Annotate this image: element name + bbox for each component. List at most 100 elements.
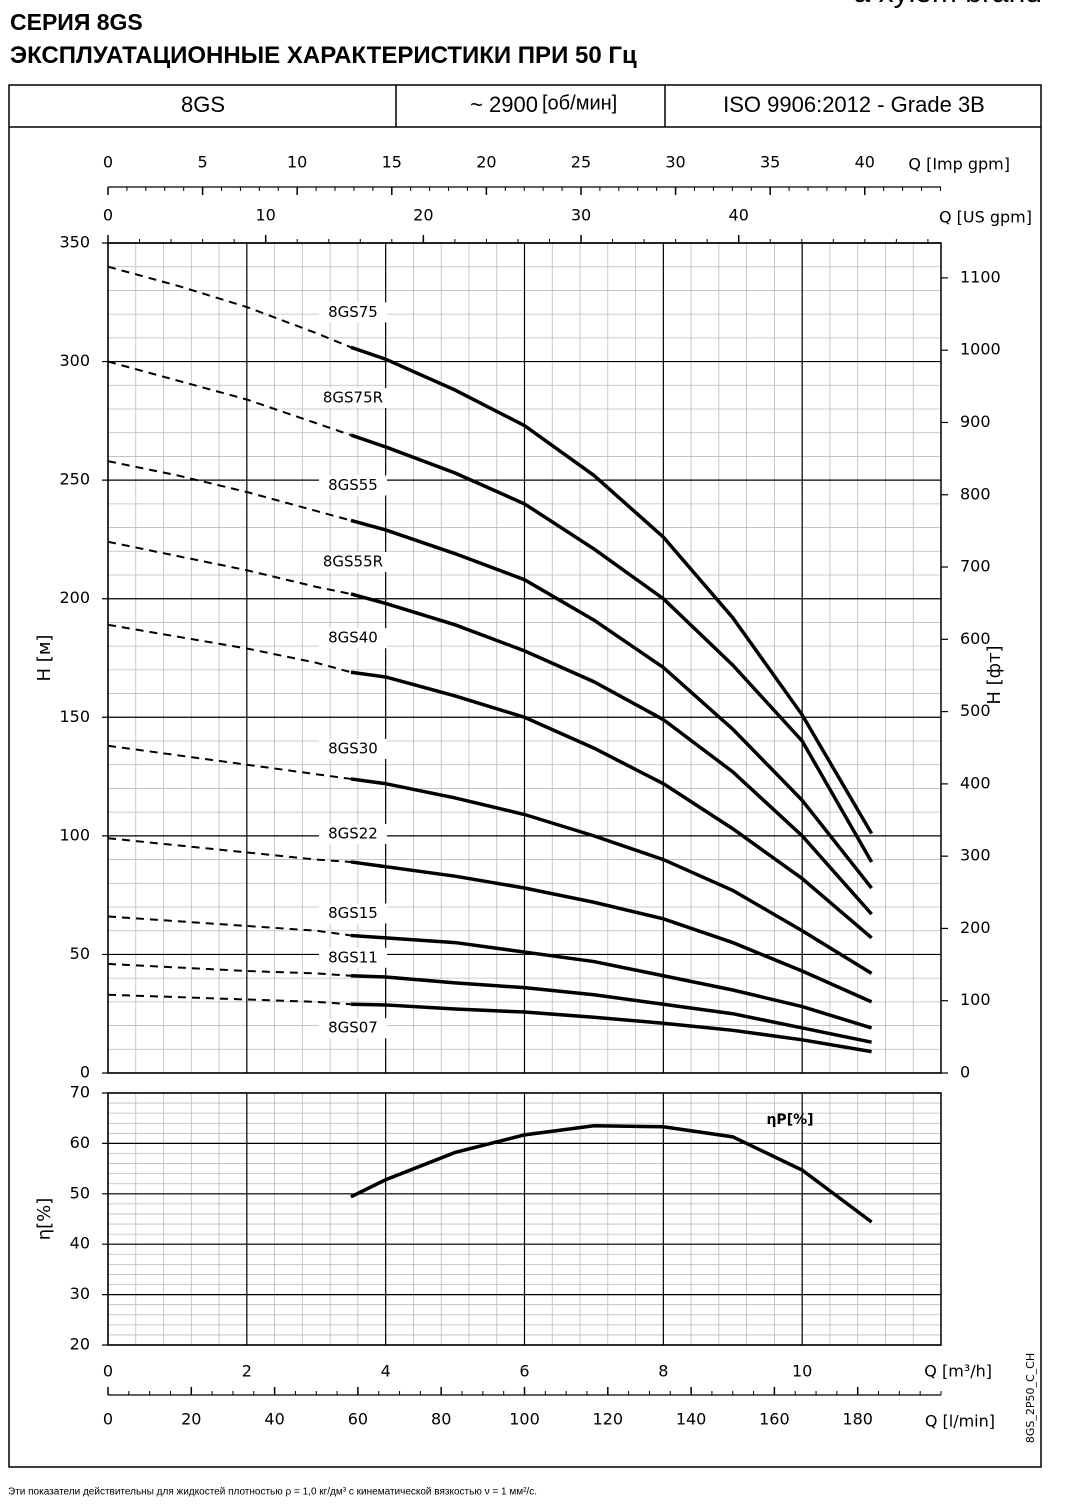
secondary-tick-label: 15 (382, 153, 402, 172)
label-bg (318, 302, 387, 323)
label-bg (318, 903, 387, 924)
secondary-tick-label: 20 (413, 206, 433, 225)
y-tick-label: 200 (59, 588, 90, 607)
frame (8, 84, 1042, 1468)
y-tick-label: 350 (59, 233, 90, 252)
secondary-tick-label: 35 (760, 153, 780, 172)
y2-tick-label: 300 (960, 846, 991, 865)
curve (350, 974, 872, 1044)
series-label: 8GS75 (328, 303, 378, 321)
y2-tick-label: 100 (960, 990, 991, 1009)
curve-dashed (107, 993, 352, 1006)
secondary-tick-label: 0 (103, 206, 113, 225)
y-axis-label: H [м] (34, 635, 55, 682)
secondary-tick-label: 30 (665, 153, 685, 172)
secondary-tick-label: 25 (571, 153, 591, 172)
curve (350, 518, 873, 890)
curve (350, 777, 873, 975)
series-label: 8GS55 (328, 476, 378, 494)
curve-dashed (107, 744, 352, 780)
secondary-tick-label: 40 (264, 1410, 284, 1429)
x-tick-label: 4 (381, 1362, 391, 1381)
secondary-tick-label: 10 (287, 153, 307, 172)
plot-frame (107, 1092, 942, 1346)
curve-dashed (107, 915, 352, 937)
secondary-tick-label: 160 (759, 1410, 790, 1429)
secondary-tick-label: 140 (676, 1410, 707, 1429)
y-axis-label: η[%] (34, 1198, 55, 1241)
x-tick-label: 6 (519, 1362, 529, 1381)
series-label: 8GS40 (328, 629, 378, 647)
label-bg (318, 947, 387, 968)
y2-tick-label: 500 (960, 701, 991, 720)
series-label: 8GS30 (328, 739, 378, 757)
curve (350, 1124, 873, 1224)
label-bg (318, 388, 387, 409)
secondary-tick-label: 40 (729, 206, 749, 225)
label-bg (318, 475, 387, 496)
x-tick-label: 10 (792, 1362, 812, 1381)
doc-code: 8GS_2P50_C_CH (1024, 1353, 1037, 1443)
y-tick-label: 20 (70, 1335, 90, 1354)
secondary-tick-label: 100 (509, 1410, 540, 1429)
secondary-axis-label: Q [Imp gpm] (908, 155, 1010, 174)
x-tick-label: 0 (103, 1362, 113, 1381)
curve-dashed (107, 623, 352, 674)
x-axis-label: Q [m³/h] (924, 1362, 992, 1381)
curve-dashed (107, 962, 352, 977)
y-tick-label: 30 (70, 1284, 90, 1303)
footnote: Эти показатели действительны для жидкост… (8, 1487, 537, 1498)
label-bg (318, 628, 387, 649)
y-tick-label: 60 (70, 1133, 90, 1152)
curve (350, 933, 873, 1030)
y-tick-label: 100 (59, 825, 90, 844)
secondary-tick-label: 10 (255, 206, 275, 225)
y2-tick-label: 800 (960, 484, 991, 503)
speed: ~ 2900 (470, 92, 538, 117)
speed-unit: [об/мин] (542, 92, 617, 114)
page-title: ЭКСПЛУАТАЦИОННЫЕ ХАРАКТЕРИСТИКИ ПРИ 50 Г… (10, 42, 637, 69)
curve-dashed (107, 360, 352, 437)
secondary-axis-label: Q [l/min] (925, 1412, 995, 1431)
y-tick-label: 0 (80, 1063, 90, 1082)
y2-tick-label: 600 (960, 629, 991, 648)
label-bg (318, 823, 387, 844)
secondary-tick-label: 20 (181, 1410, 201, 1429)
curve (350, 345, 874, 835)
x-tick-label: 8 (658, 1362, 668, 1381)
y-tick-label: 50 (70, 1183, 90, 1202)
label-bg (318, 551, 387, 572)
curve (350, 1002, 872, 1054)
series-label: 8GS07 (328, 1019, 378, 1037)
secondary-tick-label: 20 (476, 153, 496, 172)
curve-dashed (107, 837, 352, 863)
label-bg (318, 1018, 387, 1039)
curve-dashed (107, 265, 352, 349)
y-tick-label: 250 (59, 470, 90, 489)
curve-dashed (107, 460, 352, 522)
secondary-tick-label: 120 (593, 1410, 624, 1429)
secondary-tick-label: 80 (431, 1410, 451, 1429)
y2-tick-label: 700 (960, 557, 991, 576)
model: 8GS (181, 92, 225, 117)
y-tick-label: 150 (59, 707, 90, 726)
y-tick-label: 300 (59, 351, 90, 370)
y2-tick-label: 1100 (960, 267, 1001, 286)
series-title: СЕРИЯ 8GS (10, 9, 143, 35)
label-bg (318, 738, 387, 759)
curve (350, 860, 873, 1004)
standard: ISO 9906:2012 - Grade 3B (723, 92, 985, 117)
secondary-axis-label: Q [US gpm] (939, 208, 1032, 227)
series-label: 8GS15 (328, 904, 378, 922)
curve (350, 433, 874, 863)
series-label: 8GS22 (328, 824, 378, 842)
brand: a xylem brand (854, 0, 1042, 9)
secondary-tick-label: 40 (855, 153, 875, 172)
series-label: ηP[%] (766, 1112, 813, 1128)
y-tick-label: 50 (70, 944, 90, 963)
y-tick-label: 40 (70, 1234, 90, 1253)
curve (350, 592, 873, 916)
x-tick-label: 2 (242, 1362, 252, 1381)
y2-tick-label: 200 (960, 918, 991, 937)
